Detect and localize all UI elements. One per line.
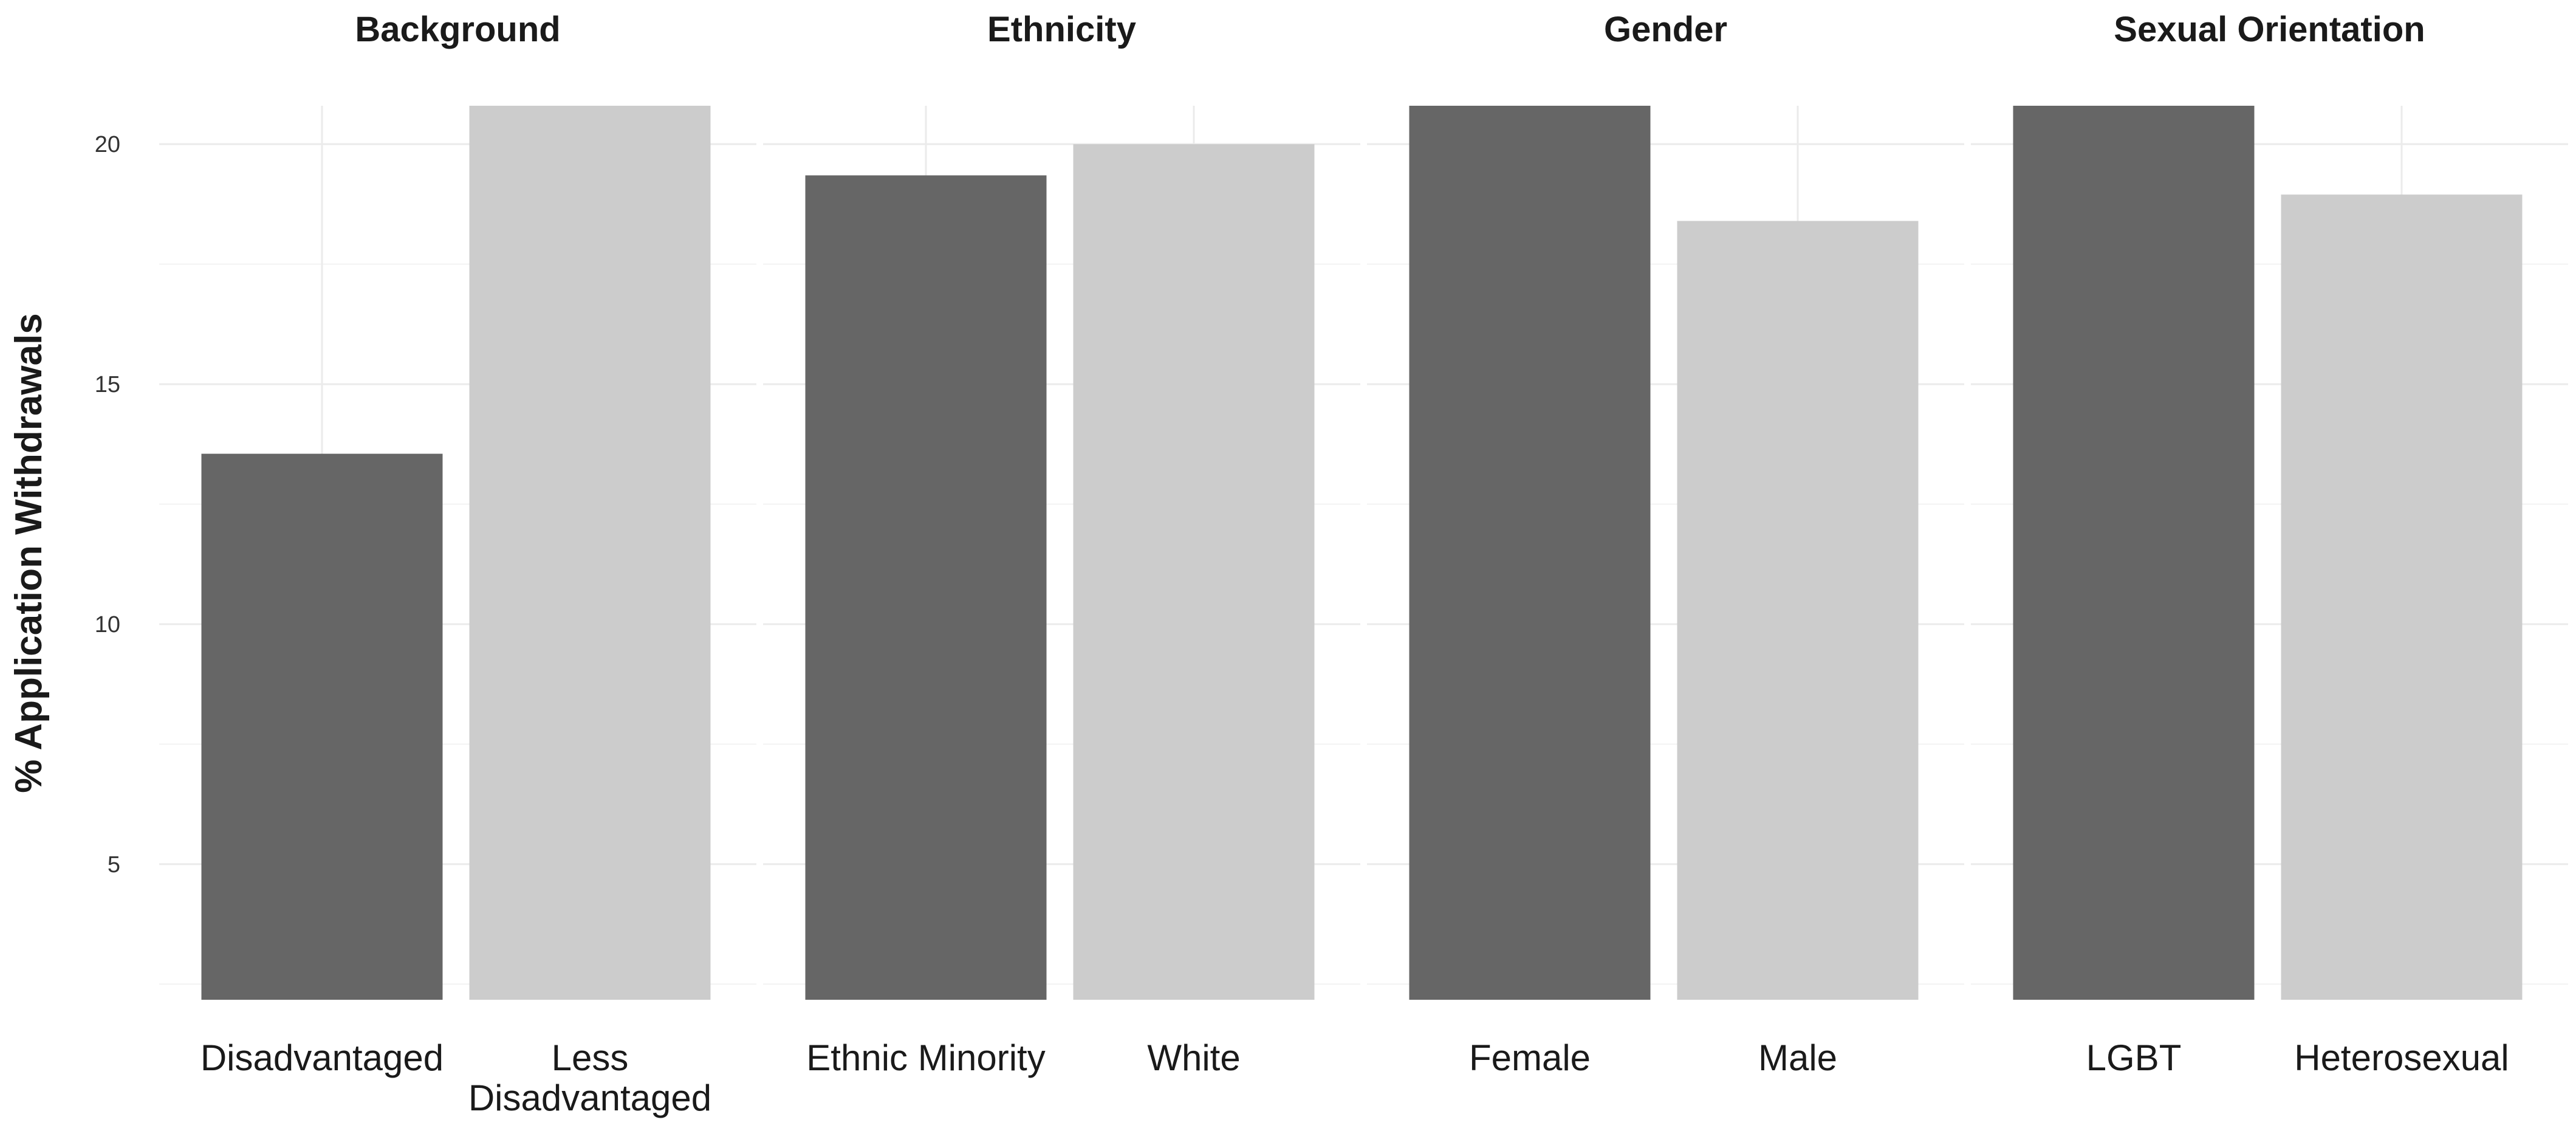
facet-title: Gender: [1604, 10, 1727, 49]
x-tick-label-line: Disadvantaged: [468, 1078, 711, 1118]
facet-title: Ethnicity: [987, 10, 1136, 49]
bar: [201, 453, 443, 1000]
y-tick-label: 15: [95, 372, 120, 397]
x-tick-label: LGBT: [2086, 1037, 2182, 1078]
x-tick-label: Heterosexual: [2294, 1037, 2509, 1078]
bar-layer: [201, 106, 2523, 1000]
facet-title: Background: [355, 10, 560, 49]
x-tick-label-line: Male: [1758, 1037, 1837, 1078]
x-tick-label-line: Less: [552, 1037, 629, 1078]
bar: [1677, 221, 1919, 1000]
y-axis-title: % Application Withdrawals: [8, 313, 50, 793]
y-tick-label: 5: [108, 852, 120, 878]
bar: [805, 175, 1047, 1000]
bar: [2013, 106, 2255, 1000]
bar: [1073, 144, 1315, 1000]
y-tick-label: 10: [95, 612, 120, 638]
x-tick-label-line: White: [1147, 1037, 1240, 1078]
x-tick-label: Female: [1469, 1037, 1591, 1078]
x-tick-label-line: LGBT: [2086, 1037, 2182, 1078]
x-tick-label: White: [1147, 1037, 1240, 1078]
x-tick-label: Disadvantaged: [200, 1037, 444, 1078]
x-tick-label: Ethnic Minority: [806, 1037, 1045, 1078]
x-tick-label: Less Disadvantaged: [468, 1037, 711, 1118]
x-tick-label-line: Female: [1469, 1037, 1591, 1078]
x-tick-label-line: Disadvantaged: [200, 1037, 444, 1078]
y-tick-label: 20: [95, 132, 120, 157]
facet-title: Sexual Orientation: [2114, 10, 2425, 49]
x-tick-label: Male: [1758, 1037, 1837, 1078]
x-tick-label-line: Ethnic Minority: [806, 1037, 1045, 1078]
bar: [1409, 106, 1651, 1000]
x-tick-label-line: Heterosexual: [2294, 1037, 2509, 1078]
bar: [2281, 194, 2523, 1000]
bar: [469, 106, 711, 1000]
